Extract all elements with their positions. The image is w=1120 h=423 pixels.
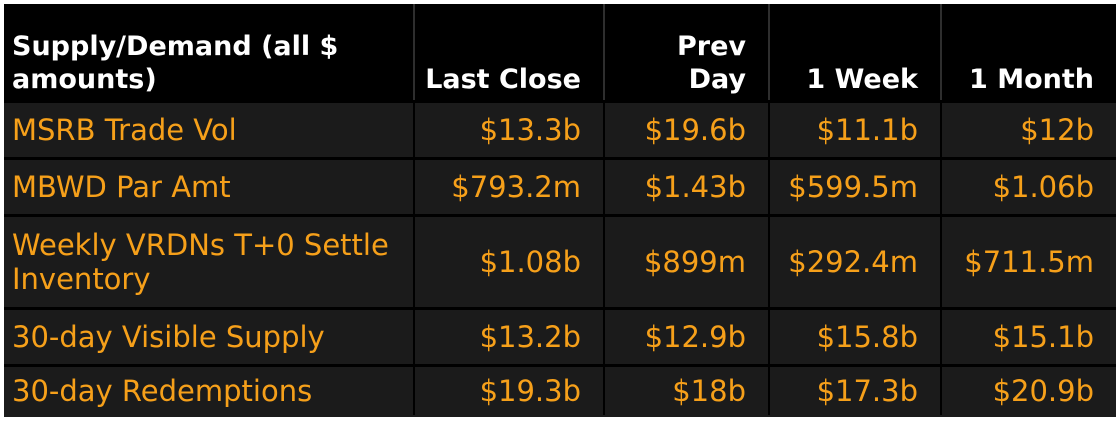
cell-1-week: $599.5m: [769, 158, 942, 217]
column-header-last-close: Last Close: [414, 4, 605, 103]
row-label: 30-day Redemptions: [4, 365, 415, 415]
cell-prev-day: $12.9b: [604, 308, 770, 367]
table-row: 30-day Redemptions $19.3b $18b $17.3b $2…: [4, 365, 1116, 415]
cell-1-month: $1.06b: [941, 158, 1116, 217]
table-row: Weekly VRDNs T+0 Settle Inventory $1.08b…: [4, 215, 1116, 310]
column-header-1-week: 1 Week: [769, 4, 942, 103]
cell-prev-day: $19.6b: [604, 101, 770, 160]
supply-demand-table-container: Supply/Demand (all $ amounts) Last Close…: [4, 4, 1116, 417]
cell-1-month: $15.1b: [941, 308, 1116, 367]
cell-1-week: $17.3b: [769, 365, 942, 415]
cell-prev-day: $1.43b: [604, 158, 770, 217]
row-label: MSRB Trade Vol: [4, 101, 415, 160]
table-row: MBWD Par Amt $793.2m $1.43b $599.5m $1.0…: [4, 158, 1116, 217]
table-header-row: Supply/Demand (all $ amounts) Last Close…: [4, 4, 1116, 103]
cell-prev-day: $899m: [604, 215, 770, 310]
table-row: 30-day Visible Supply $13.2b $12.9b $15.…: [4, 308, 1116, 367]
cell-prev-day: $18b: [604, 365, 770, 415]
column-header-1-month: 1 Month: [941, 4, 1116, 103]
cell-1-week: $292.4m: [769, 215, 942, 310]
cell-1-week: $15.8b: [769, 308, 942, 367]
row-label: 30-day Visible Supply: [4, 308, 415, 367]
cell-last-close: $13.2b: [414, 308, 605, 367]
cell-1-week: $11.1b: [769, 101, 942, 160]
row-label: MBWD Par Amt: [4, 158, 415, 217]
column-header-prev-day: Prev Day: [604, 4, 770, 103]
cell-last-close: $1.08b: [414, 215, 605, 310]
cell-last-close: $19.3b: [414, 365, 605, 415]
cell-last-close: $793.2m: [414, 158, 605, 217]
cell-last-close: $13.3b: [414, 101, 605, 160]
supply-demand-table: Supply/Demand (all $ amounts) Last Close…: [4, 4, 1116, 415]
cell-1-month: $20.9b: [941, 365, 1116, 415]
row-label: Weekly VRDNs T+0 Settle Inventory: [4, 215, 415, 310]
cell-1-month: $711.5m: [941, 215, 1116, 310]
cell-1-month: $12b: [941, 101, 1116, 160]
table-row: MSRB Trade Vol $13.3b $19.6b $11.1b $12b: [4, 101, 1116, 160]
column-header-metric: Supply/Demand (all $ amounts): [4, 4, 415, 103]
